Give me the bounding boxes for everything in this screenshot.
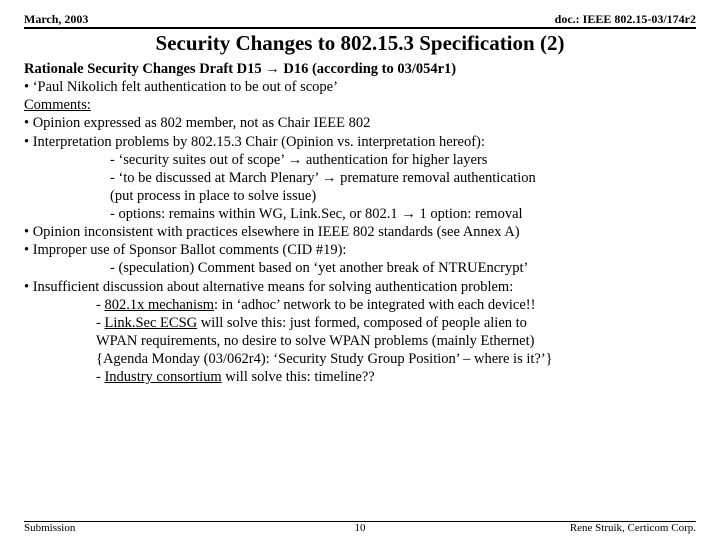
slide-container: March, 2003 doc.: IEEE 802.15-03/174r2 S… [0,0,720,540]
sub-agenda: {Agenda Monday (03/062r4): ‘Security Stu… [24,350,696,368]
header-doc-id: doc.: IEEE 802.15-03/174r2 [555,12,696,27]
sub-suites-out-of-scope: - ‘security suites out of scope’ → authe… [24,151,696,169]
rationale-part-a: Rationale Security Changes Draft D15 [24,61,265,77]
rationale-part-b: D16 (according to 03/054r1) [280,61,456,77]
header-date: March, 2003 [24,12,88,27]
bullet-opinion-member: • Opinion expressed as 802 member, not a… [24,114,696,132]
sub-march-plenary: - ‘to be discussed at March Plenary’ → p… [24,169,696,187]
bullet-interpretation: • Interpretation problems by 802.15.3 Ch… [24,133,696,151]
comments-label: Comments: [24,96,696,114]
sub-speculation: - (speculation) Comment based on ‘yet an… [24,259,696,277]
arrow-icon: → [265,61,280,77]
rationale-heading: Rationale Security Changes Draft D15 → D… [24,60,696,78]
slide-title: Security Changes to 802.15.3 Specificati… [24,31,696,56]
slide-body: Rationale Security Changes Draft D15 → D… [24,60,696,386]
sub-industry: - Industry consortium will solve this: t… [24,368,696,386]
sub-wpan-req: WPAN requirements, no desire to solve WP… [24,332,696,350]
header-row: March, 2003 doc.: IEEE 802.15-03/174r2 [24,12,696,29]
sub-put-process: (put process in place to solve issue) [24,187,696,205]
arrow-icon: → [401,206,416,222]
sub-8021x: - 802.1x mechanism: in ‘adhoc’ network t… [24,296,696,314]
bullet-inconsistent: • Opinion inconsistent with practices el… [24,223,696,241]
footer-row: Submission 10 Rene Struik, Certicom Corp… [24,521,696,534]
arrow-icon: → [288,152,303,168]
bullet-improper-use: • Improper use of Sponsor Ballot comment… [24,241,696,259]
sub-linksec: - Link.Sec ECSG will solve this: just fo… [24,314,696,332]
footer-page-number: 10 [24,522,696,534]
arrow-icon: → [322,170,337,186]
sub-options: - options: remains within WG, Link.Sec, … [24,205,696,223]
bullet-quote: • ‘Paul Nikolich felt authentication to … [24,78,696,96]
bullet-insufficient: • Insufficient discussion about alternat… [24,278,696,296]
